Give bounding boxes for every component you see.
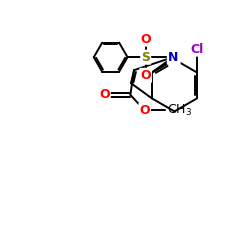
Text: O: O	[139, 104, 150, 117]
Text: O: O	[140, 32, 151, 46]
Text: CH$_3$: CH$_3$	[166, 103, 192, 118]
Text: O: O	[140, 69, 151, 82]
Text: Cl: Cl	[190, 43, 203, 56]
Text: S: S	[141, 51, 150, 64]
Text: N: N	[168, 51, 178, 64]
Text: N: N	[169, 53, 180, 66]
Text: O: O	[99, 88, 110, 101]
